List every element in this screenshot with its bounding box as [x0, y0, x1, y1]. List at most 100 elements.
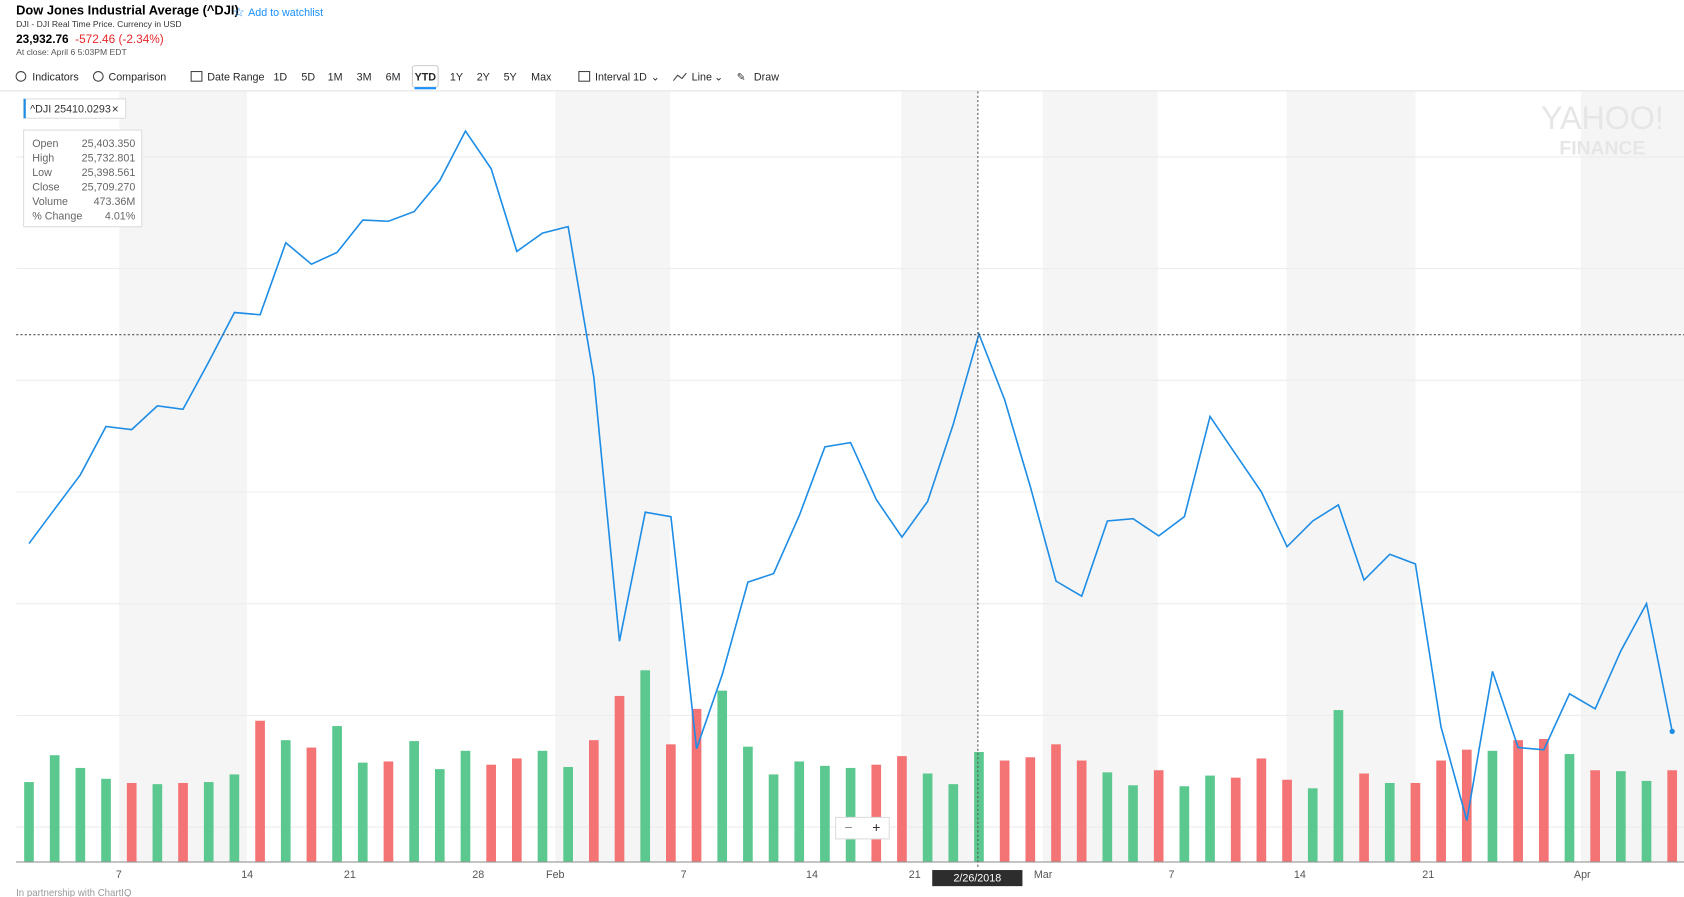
last-point	[1669, 728, 1675, 735]
volume-bar	[24, 782, 34, 862]
volume-bar	[537, 750, 548, 862]
volume-bar	[357, 762, 368, 862]
volume-bar	[1667, 770, 1678, 862]
volume-bar	[794, 761, 805, 862]
icon	[578, 70, 591, 82]
volume-bar	[1282, 779, 1292, 862]
chart-type[interactable]: Line	[692, 71, 712, 83]
comparison[interactable]: Comparison	[108, 71, 166, 83]
volume-bar	[614, 695, 625, 862]
volume-bar	[999, 760, 1010, 862]
x-tick-label: 21	[909, 869, 921, 881]
volume-bar	[691, 708, 702, 862]
draw[interactable]: Draw	[754, 71, 779, 83]
volume-bar	[1513, 740, 1523, 862]
title: Dow Jones Industrial Average (^DJI)	[16, 2, 239, 17]
icon	[15, 70, 27, 82]
tooltip-label: Low	[32, 167, 52, 179]
volume-bar	[511, 758, 522, 862]
volume-bar	[383, 761, 394, 862]
volume-bar	[1590, 770, 1600, 862]
interval[interactable]: Interval 1D	[595, 71, 647, 83]
volume-bar	[768, 774, 779, 862]
volume-bar	[434, 769, 445, 862]
volume-bar	[1461, 749, 1472, 862]
x-tick-label: 28	[472, 869, 484, 881]
volume-bar	[1307, 788, 1318, 862]
price-line	[28, 129, 1673, 821]
tooltip-value: 25,403.350	[82, 138, 136, 150]
range[interactable]: 5Y	[504, 71, 517, 83]
date-range[interactable]: Date Range	[207, 71, 264, 83]
volume-bar	[1384, 782, 1395, 862]
range[interactable]: 2Y	[477, 71, 490, 83]
range[interactable]: 3M	[357, 71, 372, 83]
range[interactable]: Max	[531, 71, 552, 83]
volume-bar	[332, 726, 342, 862]
range[interactable]: 1Y	[450, 71, 463, 83]
volume-bar	[255, 720, 265, 862]
volume-bar	[203, 782, 214, 862]
x-tick-label: 14	[1294, 869, 1306, 881]
range[interactable]: 1M	[328, 71, 343, 83]
watchlist[interactable]: Add to watchlist	[248, 7, 323, 19]
tooltip-label: Close	[32, 181, 59, 193]
tooltip-label: High	[32, 152, 54, 164]
range[interactable]: 1D	[273, 71, 287, 83]
legend-close[interactable]: ×	[112, 102, 119, 116]
volume-bar	[1410, 782, 1421, 862]
volume-bar	[101, 778, 111, 862]
range[interactable]: 5D	[301, 71, 315, 83]
volume-bar	[897, 756, 907, 862]
volume-bar	[1076, 760, 1087, 862]
tooltip-label: Volume	[32, 196, 68, 208]
volume-bar	[1153, 770, 1164, 862]
volume-bar	[845, 767, 856, 862]
volume-bar	[1641, 780, 1652, 862]
volume-bar	[717, 690, 728, 862]
range[interactable]: 6M	[386, 71, 401, 83]
x-tick-label: Mar	[1034, 869, 1053, 881]
volume-bar	[1230, 777, 1241, 862]
x-tick-label: 21	[1422, 869, 1434, 881]
volume-bar	[1359, 773, 1369, 862]
volume-bar	[1205, 775, 1215, 862]
x-tick-label: Apr	[1574, 869, 1591, 881]
icon	[190, 70, 203, 82]
volume-bar	[409, 741, 419, 862]
grid	[16, 156, 1684, 828]
volume-bar	[640, 670, 651, 862]
volume-bar	[306, 747, 317, 862]
volume-bar	[666, 744, 676, 862]
pencil: ✎	[737, 71, 746, 83]
tooltip-value: 4.01%	[105, 210, 136, 222]
toolbar: Indicators Comparison Date Range Interva…	[15, 65, 779, 90]
legend-swatch	[23, 98, 26, 119]
volume-bar	[1051, 744, 1061, 862]
volume-bar	[589, 740, 599, 862]
range[interactable]: YTD	[415, 71, 437, 83]
x-tick-label: 7	[681, 869, 687, 881]
zoom-in[interactable]: +	[872, 819, 880, 835]
volume-bar	[922, 773, 933, 862]
volume-bar	[152, 784, 163, 862]
date-box	[932, 870, 1023, 887]
footer: In partnership with ChartIQ	[16, 888, 132, 897]
zoom-out[interactable]: −	[844, 819, 852, 835]
volume-bar	[974, 751, 984, 862]
tooltip-rows: Open 25,403.350 High 25,732.801 Low 25,398.56…	[32, 138, 136, 222]
x-tick-label: 14	[241, 869, 253, 881]
volume-bar	[1487, 750, 1498, 862]
star-icon[interactable]: ☆	[233, 4, 245, 19]
volume-bar	[486, 764, 496, 862]
icon	[92, 70, 104, 82]
volume-bar	[743, 746, 753, 862]
tooltip-value: 25,732.801	[82, 152, 136, 164]
volume-bar	[948, 784, 959, 862]
close-time: At close: April 6 5:03PM EDT	[16, 47, 127, 57]
tooltip-value: 25,398.561	[82, 167, 136, 179]
crosshair-date: 2/26/2018	[953, 872, 1001, 884]
tooltip	[23, 129, 143, 228]
indicators[interactable]: Indicators	[32, 71, 78, 83]
